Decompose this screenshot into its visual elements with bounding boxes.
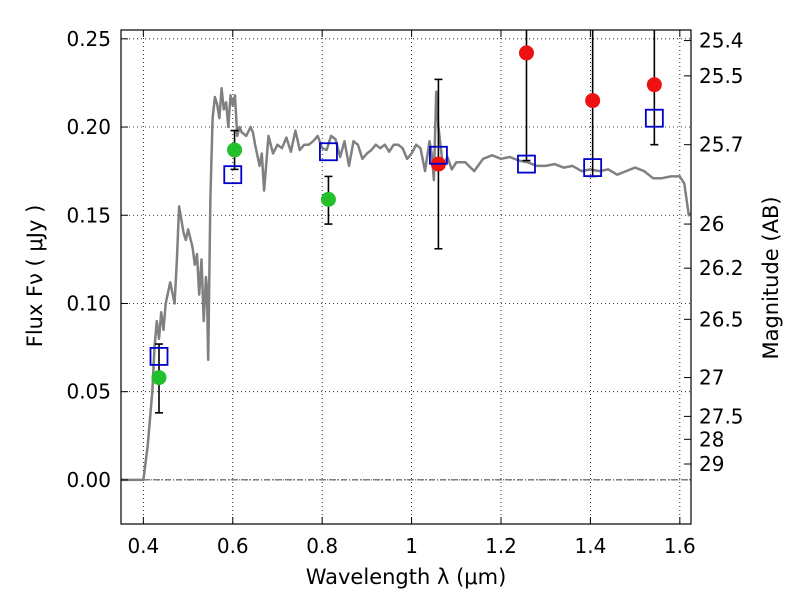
green-data-point: [151, 370, 167, 386]
y-tick-label: 0.25: [66, 27, 111, 51]
plot-frame: [120, 29, 692, 525]
magnitude-tick-label: 25.7: [699, 133, 744, 157]
y-tick-label: 0.05: [66, 380, 111, 404]
x-tick-label: 1.6: [664, 534, 696, 558]
grid-lines: [121, 30, 691, 524]
x-tick-label: 1: [405, 534, 418, 558]
x-tick-label: 1.4: [575, 534, 607, 558]
red-data-point: [646, 77, 662, 93]
axis-ticks: 0.4 0.6 0.8 1 1.2 1.4 1.6 0.00 0.05 0.10 0.15 0.20 0…: [66, 27, 743, 558]
model-photometry-square: [319, 142, 338, 162]
y-tick-label: 0.15: [66, 203, 111, 227]
x-tick-label: 0.6: [217, 534, 249, 558]
x-tick-label: 0.4: [127, 534, 159, 558]
x-tick-label: 1.2: [485, 534, 517, 558]
green-data-point: [320, 191, 336, 207]
model-photometry-square: [517, 154, 536, 174]
magnitude-tick-label: 25.5: [699, 64, 744, 88]
errorbar-layer: [155, 30, 659, 414]
model-photometry-square: [644, 108, 664, 128]
magnitude-tick-label: 27.5: [699, 404, 744, 428]
sed-model-curve: [121, 86, 691, 482]
model-photometry-square: [223, 165, 243, 185]
model-photometry-square: [583, 158, 603, 178]
magnitude-tick-label: 26: [699, 212, 724, 236]
sed-curve-layer: [121, 86, 691, 482]
y-axis-label: Flux Fν ( μJy ): [23, 205, 47, 348]
magnitude-tick-label: 29: [699, 452, 724, 476]
model-photometry-square: [149, 346, 169, 366]
red-data-point: [585, 93, 601, 109]
magnitude-tick-label: 26.2: [699, 256, 744, 280]
green-data-point: [227, 142, 243, 158]
y-tick-label: 0.20: [66, 115, 111, 139]
magnitude-axis-label: Magnitude (AB): [759, 196, 783, 359]
magnitude-tick-label: 26.5: [699, 307, 744, 331]
magnitude-tick-label: 27: [699, 366, 724, 390]
y-tick-label: 0.00: [66, 468, 111, 492]
magnitude-tick-label: 28: [699, 427, 724, 451]
magnitude-tick-label: 25.4: [699, 29, 744, 53]
data-point-layer: [149, 45, 664, 386]
red-data-point: [518, 45, 534, 61]
x-tick-label: 0.8: [306, 534, 338, 558]
y-tick-label: 0.10: [66, 291, 111, 315]
model-photometry-square: [429, 145, 448, 165]
x-axis-label: Wavelength λ (μm): [306, 565, 507, 589]
